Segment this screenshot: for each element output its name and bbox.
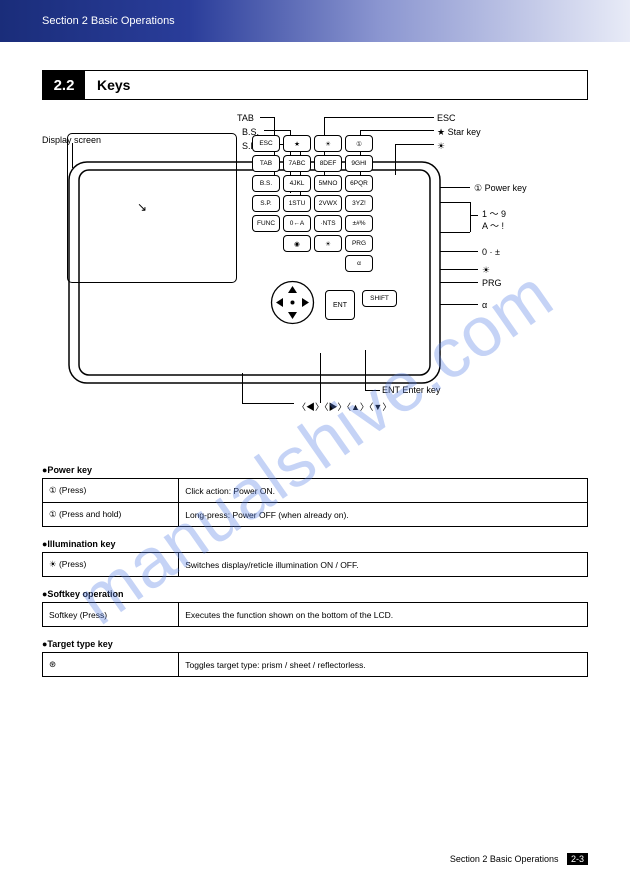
table-power: ① (Press)Click action: Power ON. ① (Pres… (42, 478, 588, 527)
device-screen (67, 133, 237, 283)
label-light-icon: ☀ (437, 141, 445, 152)
key-0[interactable]: 0←A (283, 215, 311, 232)
section-heading: 2.2 Keys (42, 70, 588, 100)
key-tables: ●Power key ① (Press)Click action: Power … (42, 465, 588, 677)
key-sp[interactable]: S.P. (252, 195, 280, 212)
cell: Long-press: Power OFF (when already on). (179, 503, 588, 527)
cell: Switches display/reticle illumination ON… (179, 553, 588, 577)
label-a: α (482, 300, 487, 310)
caption-power: ●Power key (42, 465, 588, 475)
cell: Click action: Power ON. (179, 479, 588, 503)
label-star: ★ Star key (437, 127, 481, 138)
section-title: Keys (85, 71, 587, 99)
label-power: ① Power key (474, 183, 527, 194)
page-header: Section 2 Basic Operations (0, 0, 630, 42)
footer-text: Section 2 Basic Operations (450, 854, 559, 864)
key-prg[interactable]: PRG (345, 235, 373, 252)
table-light: ☀ (Press)Switches display/reticle illumi… (42, 552, 588, 577)
key-tab[interactable]: TAB (252, 155, 280, 172)
keypad: ESC ★ ☀ ① TAB 7ABC 8DEF 9GHI B.S. 4JKL 5… (252, 135, 407, 275)
key-3[interactable]: 3YZ! (345, 195, 373, 212)
key-2[interactable]: 2VWX (314, 195, 342, 212)
cell: Executes the function shown on the botto… (179, 603, 588, 627)
key-star[interactable]: ★ (283, 135, 311, 152)
key-5[interactable]: 5MNO (314, 175, 342, 192)
key-light[interactable]: ☀ (314, 135, 342, 152)
cell: ① (Press) (43, 479, 179, 503)
cell: Toggles target type: prism / sheet / ref… (179, 653, 588, 677)
cell: Softkey (Press) (43, 603, 179, 627)
page-number: 2-3 (567, 853, 588, 865)
label-illum-icon: ☀ (482, 265, 490, 276)
cell: ⊛ (43, 653, 179, 677)
key-bs[interactable]: B.S. (252, 175, 280, 192)
label-zero: 0 · ± (482, 247, 500, 257)
key-8[interactable]: 8DEF (314, 155, 342, 172)
section-number: 2.2 (43, 71, 85, 99)
caption-target: ●Target type key (42, 639, 588, 649)
key-func[interactable]: FUNC (252, 215, 280, 232)
key-1[interactable]: 1STU (283, 195, 311, 212)
key-7[interactable]: 7ABC (283, 155, 311, 172)
label-ent: ENT Enter key (382, 385, 440, 395)
table-target: ⊛Toggles target type: prism / sheet / re… (42, 652, 588, 677)
key-6[interactable]: 6PQR (345, 175, 373, 192)
cell: ① (Press and hold) (43, 503, 179, 527)
key-target[interactable]: ◉ (283, 235, 311, 252)
page-footer: Section 2 Basic Operations 2-3 (450, 853, 588, 865)
table-soft: Softkey (Press)Executes the function sho… (42, 602, 588, 627)
label-tab: TAB (237, 113, 254, 123)
key-9[interactable]: 9GHI (345, 155, 373, 172)
key-4[interactable]: 4JKL (283, 175, 311, 192)
label-alpha: A ～ ! (482, 219, 504, 232)
key-ent[interactable]: ENT (325, 290, 355, 320)
keypad-diagram: TAB B.S. S.P. ESC ★ Star key ☀ ① Power k… (42, 115, 588, 445)
label-prg: PRG (482, 278, 502, 288)
key-illum[interactable]: ☀ (314, 235, 342, 252)
dpad[interactable] (270, 280, 315, 325)
key-esc[interactable]: ESC (252, 135, 280, 152)
breadcrumb: Section 2 Basic Operations (42, 15, 175, 27)
key-alpha[interactable]: α (345, 255, 373, 272)
screen-pointer: ↘ (137, 200, 147, 214)
caption-soft: ●Softkey operation (42, 589, 588, 599)
key-power[interactable]: ① (345, 135, 373, 152)
cell: ☀ (Press) (43, 553, 179, 577)
key-dot[interactable]: ·NTS (314, 215, 342, 232)
caption-light: ●Illumination key (42, 539, 588, 549)
key-shift[interactable]: SHIFT (362, 290, 397, 307)
label-cursor: 〈◀〉〈▶〉〈▲〉〈▼〉 (297, 400, 391, 413)
label-esc: ESC (437, 113, 456, 123)
key-pm[interactable]: ±#% (345, 215, 373, 232)
